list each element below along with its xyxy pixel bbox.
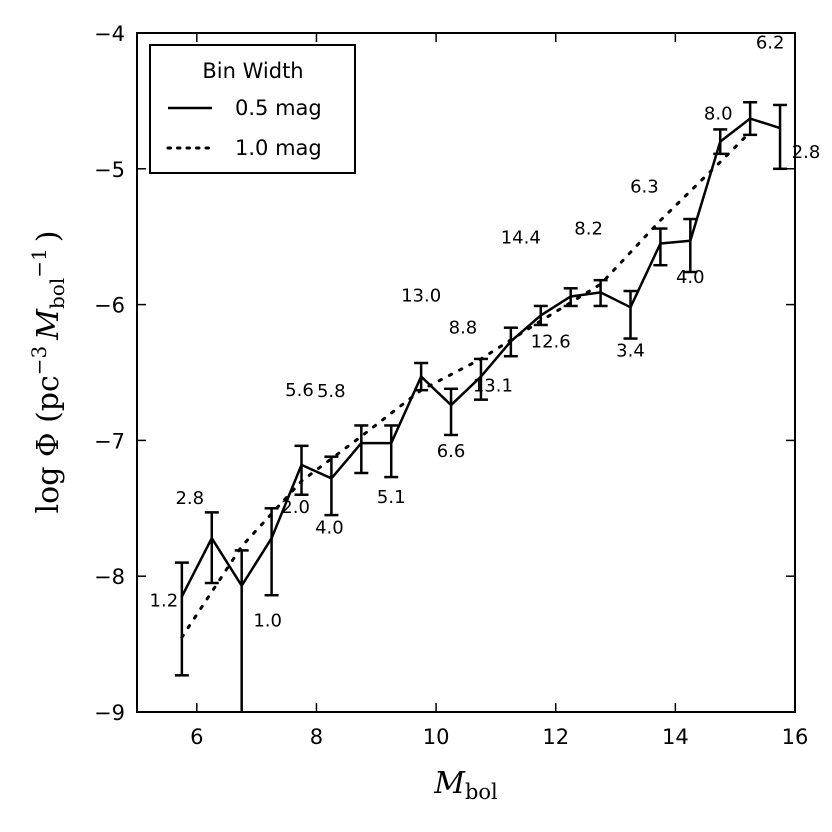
y-tick-label: −8 [94,565,125,589]
tick-layer: 6 8 10 12 14 16 −9 −8 −7 −6 −5 −4 1.2 2.8 1.0 2.0 5.6 4.0… [94,22,820,749]
legend-title: Bin Width [202,59,303,83]
point-count-label: 6.2 [756,33,785,54]
series-line-1-0-mag [180,130,752,639]
point-count-label: 5.8 [317,381,346,402]
x-tick-label: 8 [310,725,323,749]
error-bar [473,357,488,401]
error-bar [444,387,459,437]
error-bar [743,101,758,137]
point-count-label: 3.4 [616,340,645,361]
error-bar [653,227,668,267]
point-count-label: 8.8 [449,318,478,339]
legend-entry-solid: 0.5 mag [235,96,322,120]
error-bar [324,455,339,517]
error-bar [294,444,309,496]
legend-entry-dotted: 1.0 mag [235,136,322,160]
error-bar [264,507,279,597]
point-count-label: 8.2 [574,218,603,239]
error-bar [174,561,189,677]
point-count-label: 2.8 [792,142,821,163]
point-count-label: 4.0 [676,267,705,288]
plot-frame [136,32,796,713]
x-tick-label: 10 [423,725,450,749]
y-tick-label: −9 [94,701,125,725]
legend: Bin Width 0.5 mag 1.0 mag [149,44,356,174]
y-axis-label: log Φ (pc−3Mbol−1) [27,231,69,514]
point-count-label: 6.3 [630,176,659,197]
point-count-label: 12.6 [531,331,571,352]
plot-layer [174,101,788,712]
error-bar [384,424,399,479]
x-axis-label: Mbol [433,766,498,804]
y-tick-label: −4 [94,22,125,46]
point-count-label: 6.6 [437,441,466,462]
error-bar [563,287,578,308]
x-tick-label: 16 [782,725,809,749]
point-count-label: 13.1 [473,375,513,396]
point-count-label: 5.1 [377,487,406,508]
error-bar [713,128,728,156]
error-bar [503,326,518,358]
error-bar [593,278,608,308]
y-tick-label: −5 [94,158,125,182]
error-bar [533,304,548,327]
error-bar [773,103,788,171]
point-count-label: 2.8 [175,488,204,509]
error-bar [354,424,369,475]
point-count-label: 4.0 [315,517,344,538]
error-bar [623,289,638,340]
error-bar [204,511,219,585]
x-tick-label: 14 [662,725,689,749]
point-count-label: 1.2 [150,591,179,612]
point-count-label: 5.6 [285,380,314,401]
legend-box [149,44,356,174]
point-count-label: 14.4 [501,227,541,248]
point-count-label: 8.0 [704,104,733,125]
point-count-label: 13.0 [401,286,441,307]
point-count-label: 2.0 [281,497,310,518]
error-bar [234,549,249,712]
x-tick-label: 12 [542,725,569,749]
error-bar [414,361,429,392]
error-bar [683,217,698,274]
x-tick-label: 6 [190,725,203,749]
y-tick-label: −6 [94,294,125,318]
y-tick-label: −7 [94,429,125,453]
point-count-label: 1.0 [253,611,282,632]
